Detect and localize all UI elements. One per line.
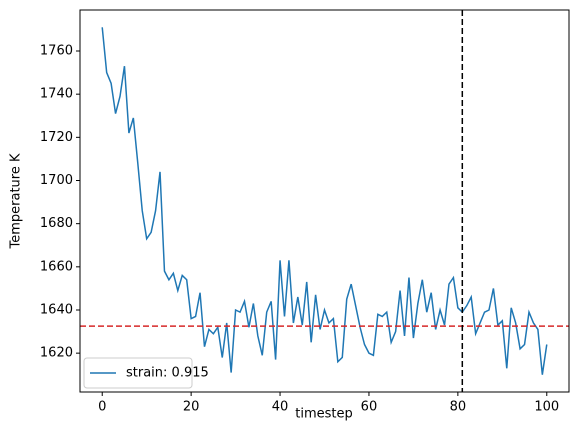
- x-tick-label: 100: [534, 400, 559, 415]
- x-axis-label: timestep: [295, 407, 353, 422]
- y-tick-label: 1740: [40, 87, 73, 102]
- plot-frame: [79, 9, 570, 393]
- y-tick-label: 1620: [40, 346, 73, 361]
- data-line: [101, 27, 548, 375]
- x-tick-label: 20: [183, 400, 200, 415]
- legend-box: [83, 357, 193, 389]
- y-tick-label: 1760: [40, 44, 73, 59]
- y-tick-label: 1700: [40, 173, 73, 188]
- x-tick-label: 40: [272, 400, 289, 415]
- x-tick-label: 80: [450, 400, 467, 415]
- legend-label: strain: 0.915: [126, 366, 209, 381]
- y-axis-label: Temperature K: [9, 153, 24, 249]
- y-tick-label: 1680: [40, 216, 73, 231]
- y-tick-label: 1660: [40, 259, 73, 274]
- x-tick-label: 0: [98, 400, 106, 415]
- y-tick-label: 1640: [40, 302, 73, 317]
- x-tick-label: 60: [361, 400, 378, 415]
- y-tick-label: 1720: [40, 130, 73, 145]
